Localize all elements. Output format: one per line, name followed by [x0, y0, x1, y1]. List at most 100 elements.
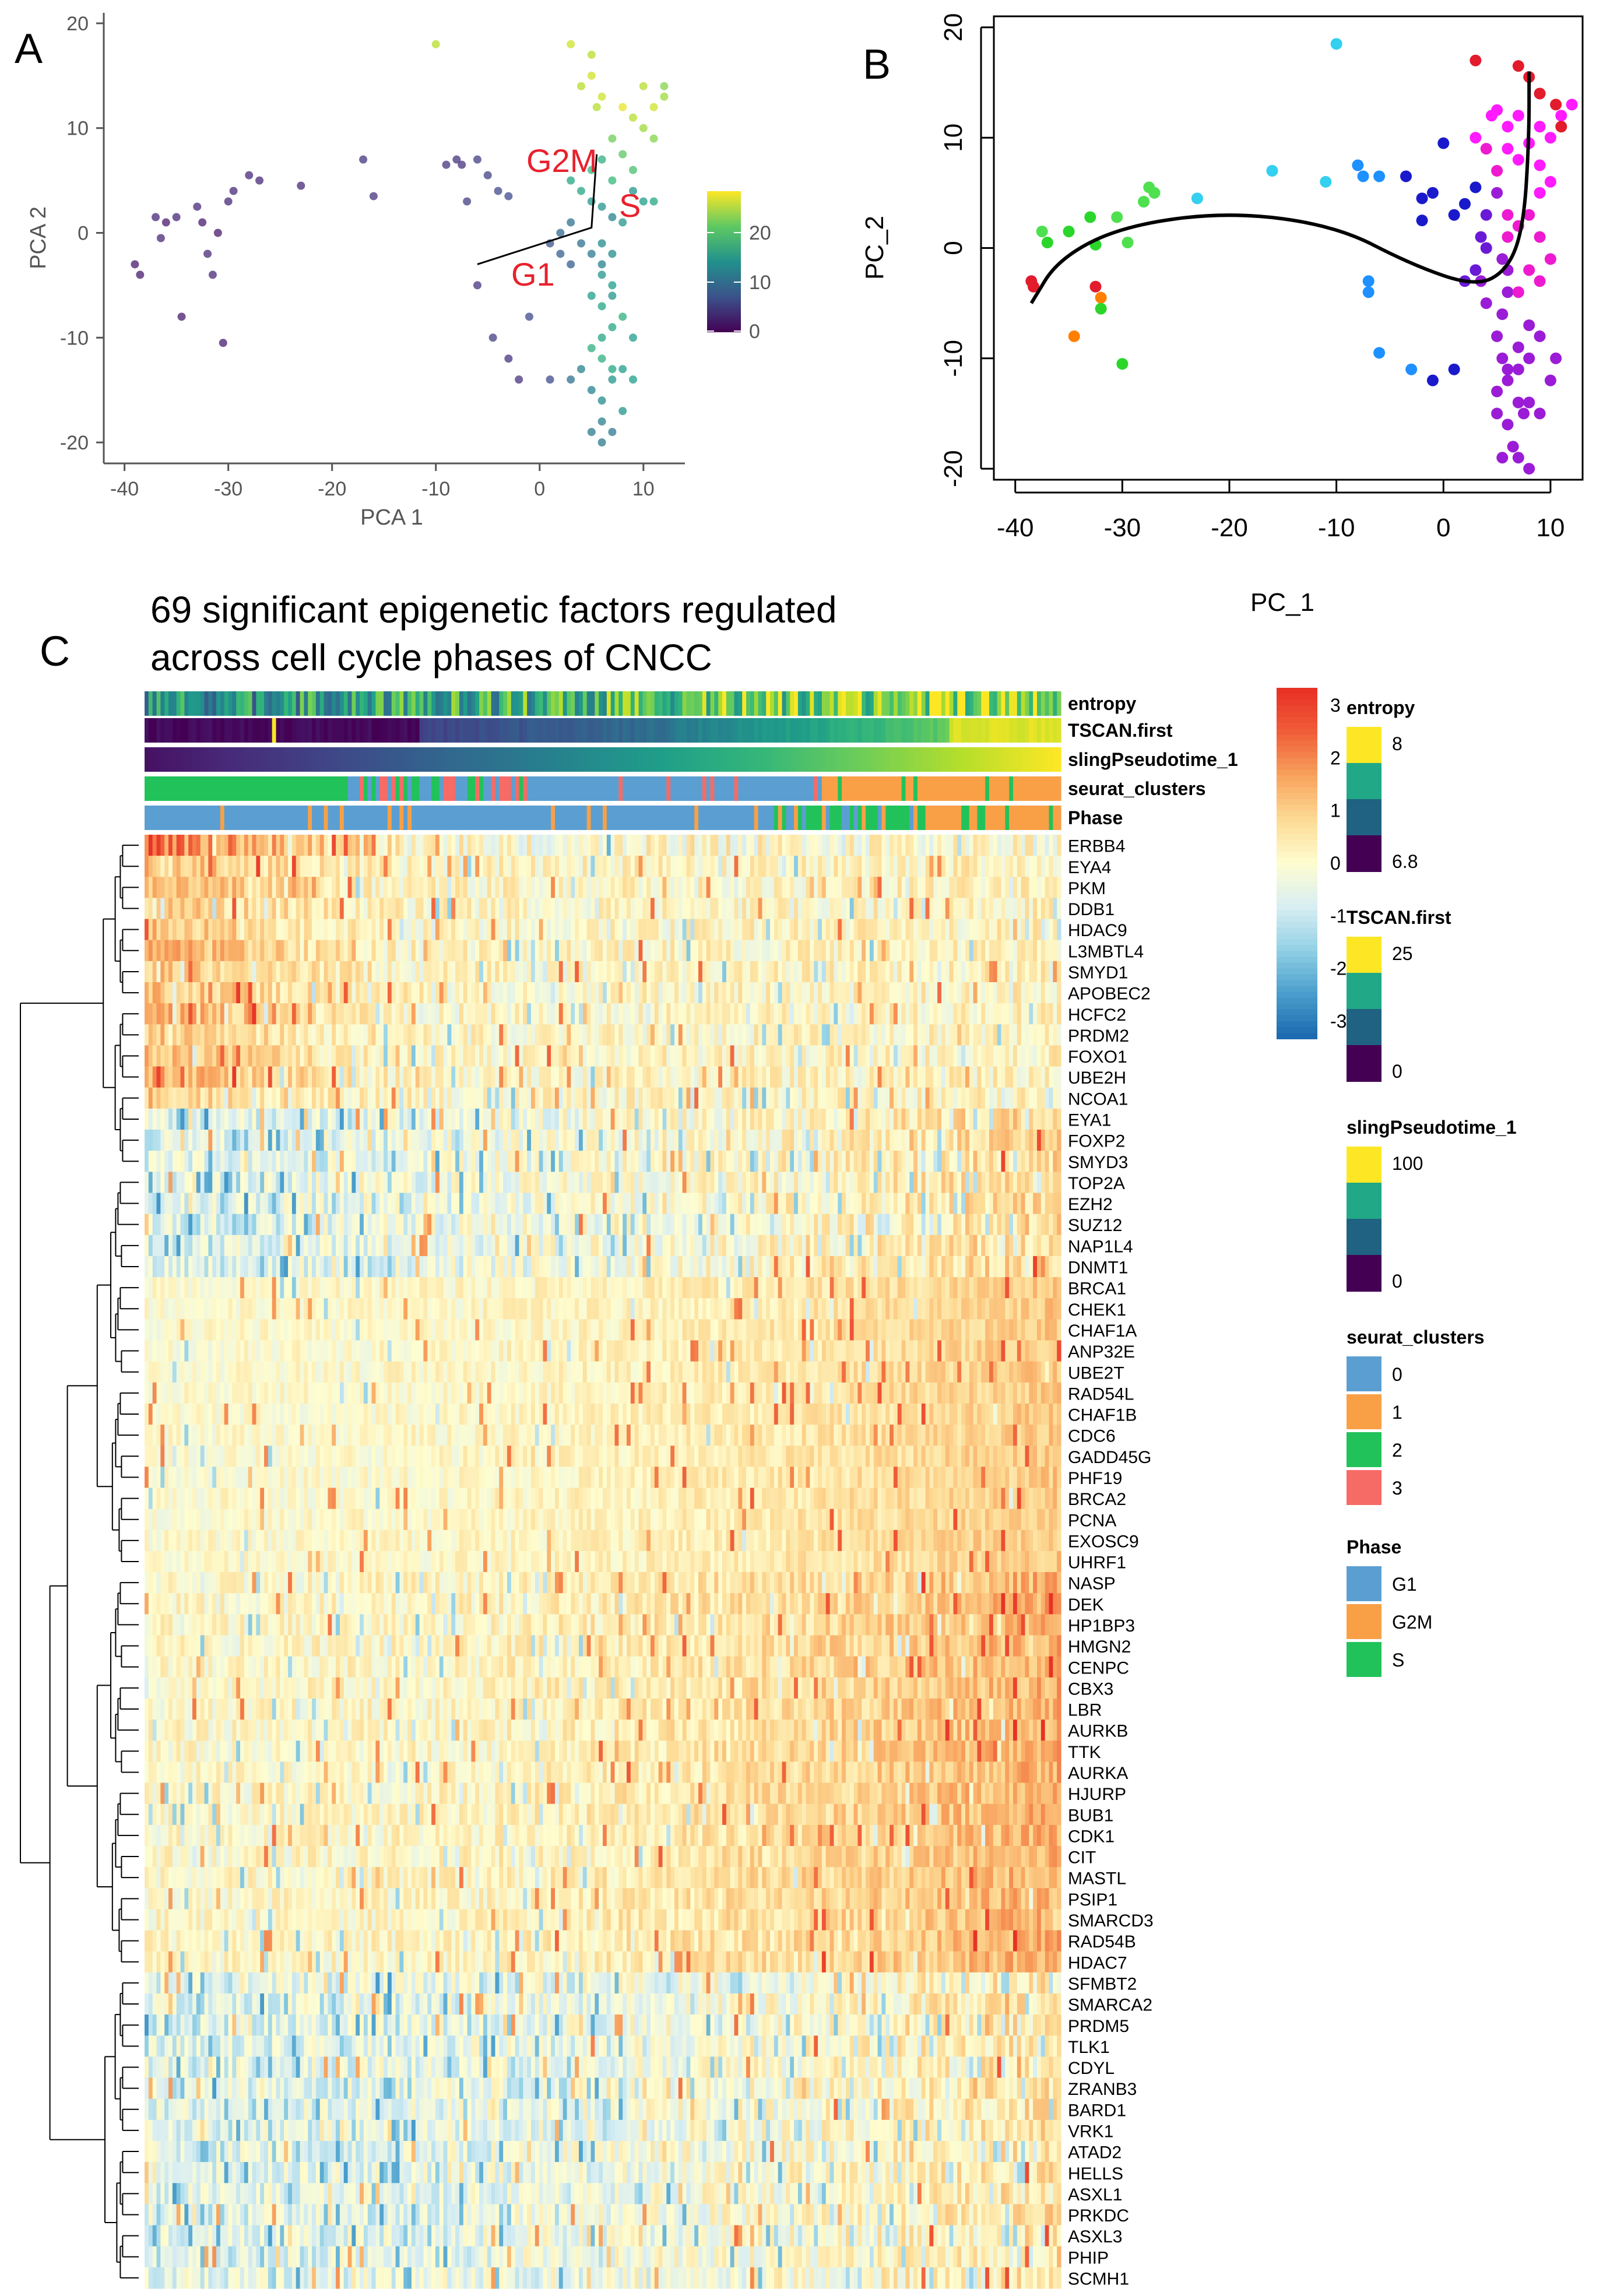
heatmap-cell [698, 961, 703, 983]
heatmap-cell [319, 961, 325, 983]
annotation-cell [937, 691, 942, 716]
heatmap-cell [806, 961, 811, 983]
heatmap-cell [272, 856, 277, 877]
heatmap-cell [590, 1024, 595, 1046]
heatmap-cell [523, 982, 528, 1004]
annotation-cell [232, 747, 237, 772]
heatmap-cell [734, 940, 739, 962]
heatmap-cell [459, 919, 464, 941]
annotation-cell [945, 718, 950, 743]
heatmap-cell [985, 982, 990, 1004]
heatmap-cell [315, 1108, 321, 1130]
annotation-cell [304, 747, 308, 772]
heatmap-cell [1049, 919, 1053, 941]
heatmap-cell [834, 1130, 838, 1151]
heatmap-cell [471, 1003, 476, 1025]
annotation-cell [495, 691, 500, 716]
heatmap-cell [256, 982, 261, 1004]
annotation-cell [451, 691, 456, 716]
annotation-cell [857, 776, 862, 801]
heatmap-cell [610, 856, 616, 877]
annotation-cell [814, 776, 818, 801]
annotation-cell [343, 776, 349, 801]
annotation-cell [319, 691, 325, 716]
annotation-cell [1001, 747, 1006, 772]
heatmap-cell [714, 961, 719, 983]
annotation-cell [1049, 806, 1053, 830]
heatmap-cell [300, 1108, 304, 1130]
heatmap-cell [467, 1151, 472, 1172]
heatmap-cell [343, 856, 349, 877]
heatmap-cell [280, 919, 284, 941]
heatmap-cell [324, 856, 328, 877]
heatmap-cell [770, 1066, 775, 1088]
heatmap-cell [439, 1003, 444, 1025]
heatmap-cell [961, 1130, 966, 1151]
heatmap-cell [558, 1045, 564, 1067]
scatter-point [587, 166, 596, 174]
heatmap-cell [288, 961, 293, 983]
annotation-cell [829, 806, 835, 830]
heatmap-cell [893, 898, 898, 920]
heatmap-cell [511, 856, 516, 877]
heatmap-cell [304, 1151, 308, 1172]
heatmap-cell [563, 919, 568, 941]
heatmap-cell [1049, 1108, 1053, 1130]
heatmap-cell [180, 1045, 185, 1067]
heatmap-cell [447, 1003, 452, 1025]
heatmap-cell [168, 1151, 173, 1172]
heatmap-cell [415, 919, 420, 941]
annotation-cell [797, 806, 803, 830]
heatmap-cell [774, 1108, 779, 1130]
heatmap-cell [168, 898, 173, 920]
heatmap-cell [156, 877, 161, 899]
heatmap-cell [387, 1130, 392, 1151]
heatmap-cell [682, 856, 687, 877]
heatmap-cell [575, 1087, 579, 1109]
annotation-cell [523, 806, 528, 830]
heatmap-cell [646, 1087, 651, 1109]
annotation-cell [1029, 747, 1033, 772]
heatmap-cell [264, 898, 269, 920]
heatmap-cell [459, 898, 464, 920]
annotation-cell [877, 691, 883, 716]
heatmap-cell [973, 856, 978, 877]
heatmap-cell [172, 961, 177, 983]
heatmap-cell [168, 919, 173, 941]
heatmap-cell [551, 919, 556, 941]
heatmap-cell [730, 1024, 735, 1046]
heatmap-cell [415, 898, 420, 920]
scatter-point [608, 375, 617, 384]
heatmap-cell [634, 835, 639, 856]
heatmap-cell [842, 1108, 846, 1130]
annotation-cell [360, 747, 364, 772]
heatmap-cell [407, 898, 412, 920]
heatmap-cell [284, 940, 289, 962]
heatmap-cell [291, 940, 297, 962]
heatmap-cell [423, 1024, 428, 1046]
annotation-cell [554, 776, 560, 801]
annotation-cell [869, 747, 874, 772]
annotation-cell [407, 806, 412, 830]
heatmap-cell [347, 877, 353, 899]
annotation-cell [411, 747, 416, 772]
heatmap-cell [384, 898, 388, 920]
heatmap-cell [451, 940, 456, 962]
annotation-cell [547, 691, 551, 716]
heatmap-cell [172, 898, 177, 920]
heatmap-cell [670, 1087, 675, 1109]
annotation-cell [276, 691, 280, 716]
heatmap-cell [216, 1130, 221, 1151]
scatter-point [597, 92, 606, 101]
heatmap-cell [276, 940, 280, 962]
annotation-cell [252, 776, 256, 801]
heatmap-cell [921, 1045, 926, 1067]
heatmap-cell [790, 1024, 795, 1046]
scatter-point [1544, 132, 1556, 144]
heatmap-cell [742, 1066, 747, 1088]
heatmap-cell [371, 982, 377, 1004]
heatmap-cell [487, 919, 492, 941]
heatmap-cell [925, 982, 930, 1004]
heatmap-cell [941, 961, 946, 983]
heatmap-cell [240, 1003, 245, 1025]
